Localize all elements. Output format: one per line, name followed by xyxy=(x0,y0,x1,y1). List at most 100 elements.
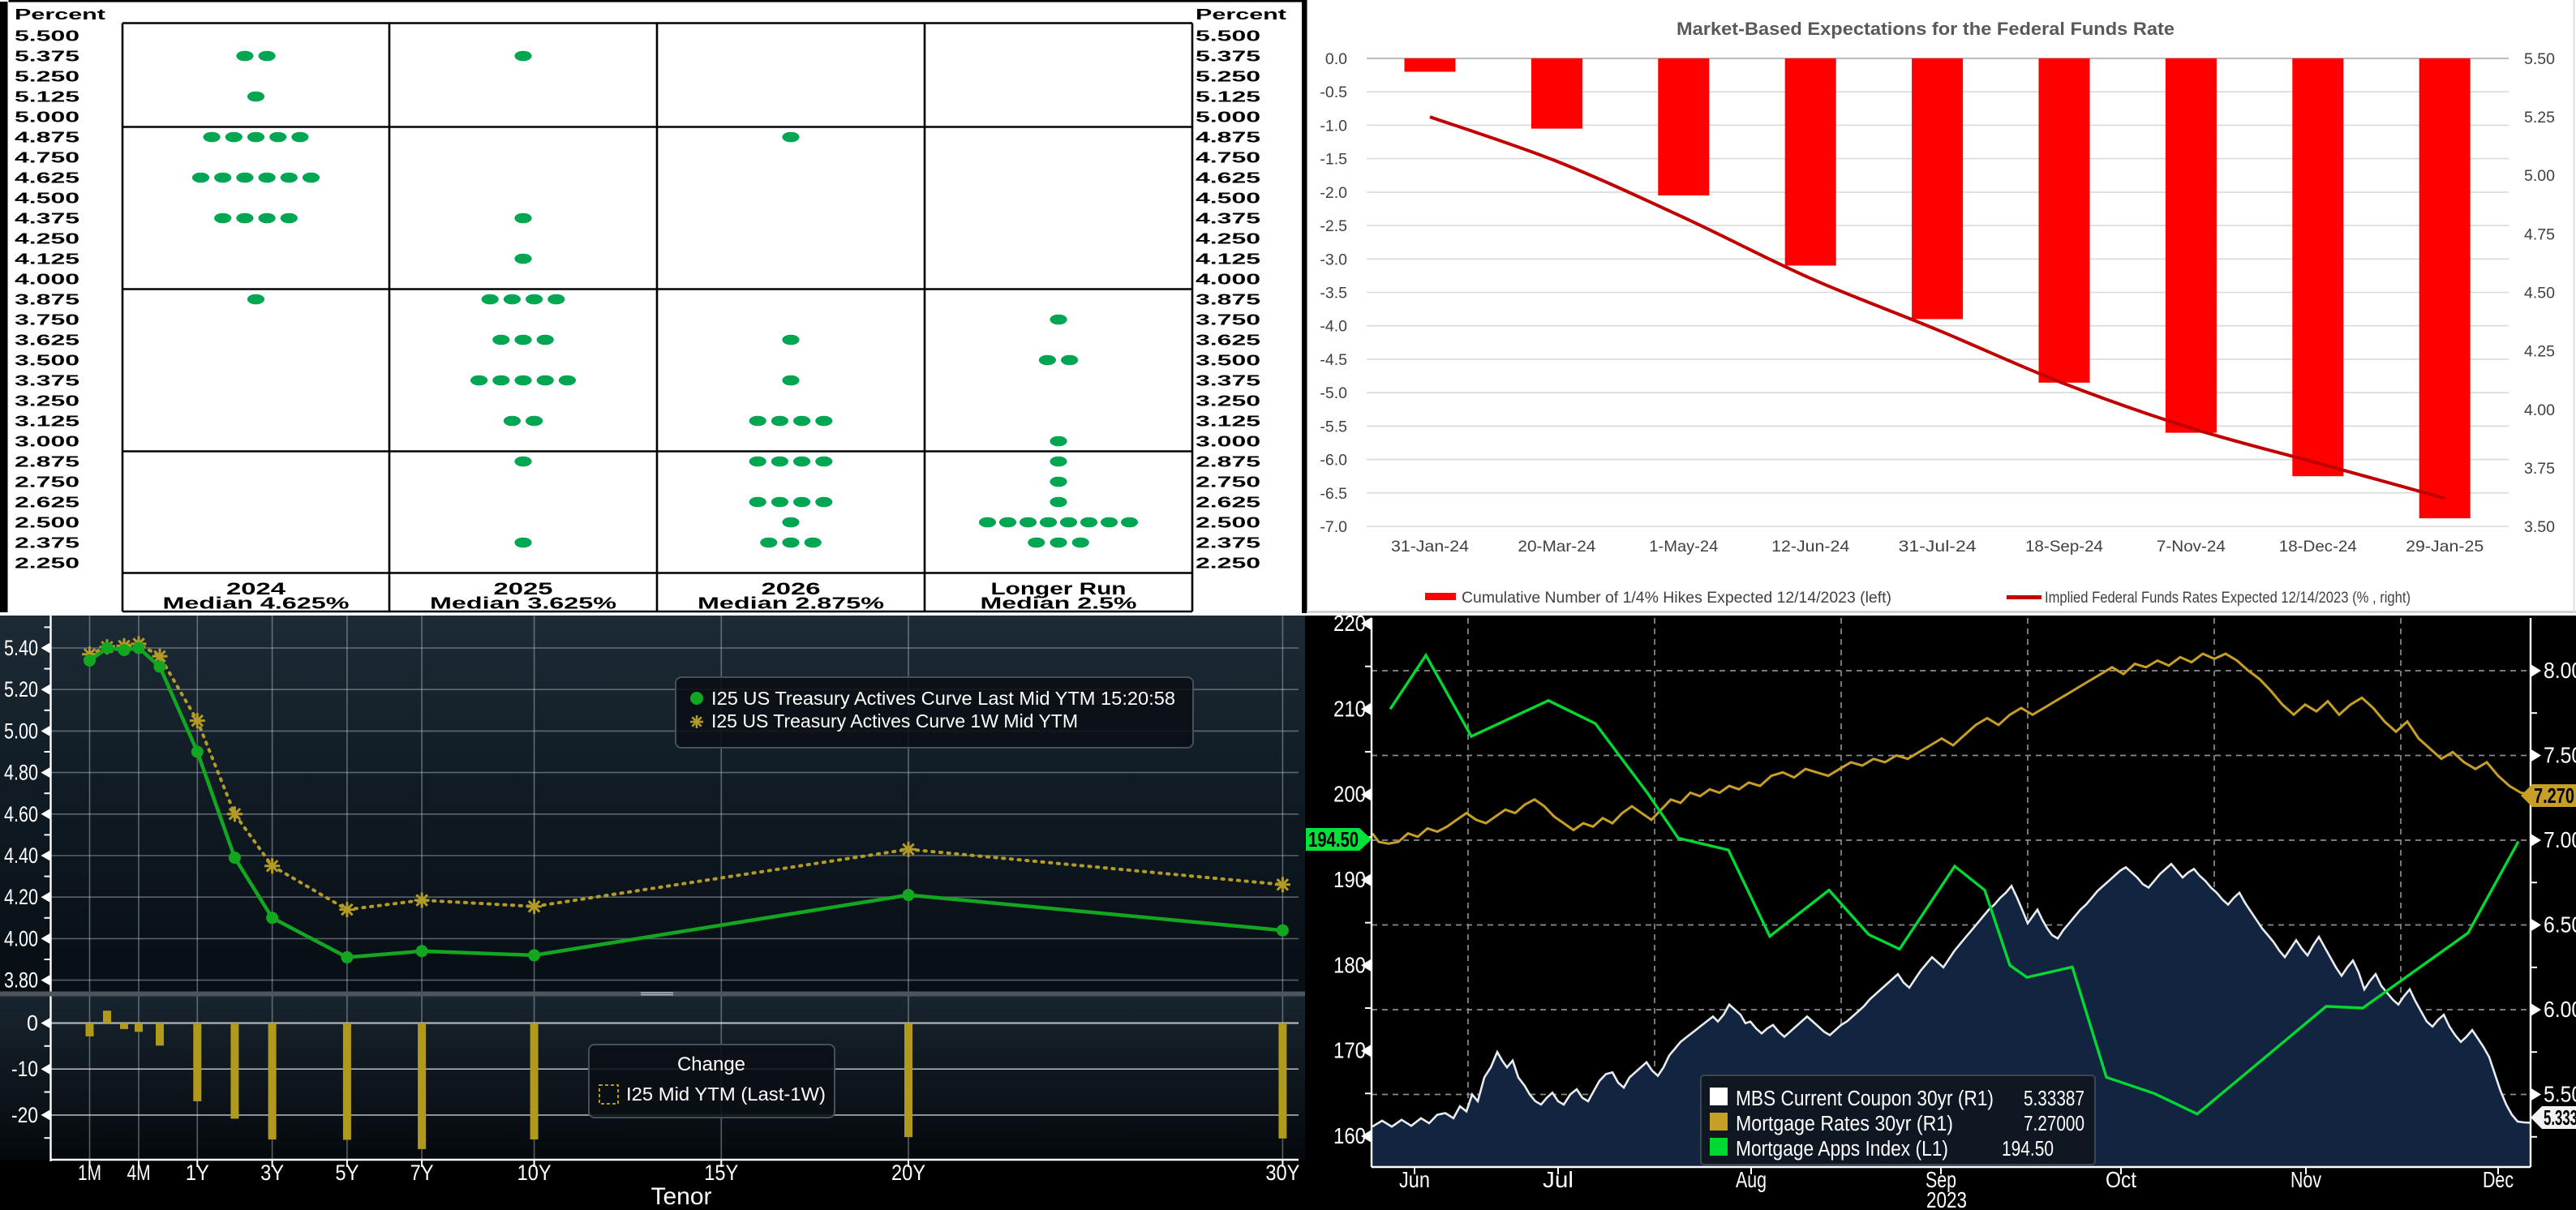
svg-text:4.750: 4.750 xyxy=(1196,149,1260,166)
svg-text:3.250: 3.250 xyxy=(15,393,79,410)
svg-text:3.625: 3.625 xyxy=(15,332,79,349)
svg-text:3.75: 3.75 xyxy=(2524,460,2555,478)
svg-text:7Y: 7Y xyxy=(410,1161,434,1185)
svg-text:4.000: 4.000 xyxy=(15,271,79,288)
svg-text:4.75: 4.75 xyxy=(2524,225,2555,243)
svg-text:5Y: 5Y xyxy=(335,1161,358,1185)
svg-text:-5.5: -5.5 xyxy=(1320,418,1347,436)
svg-text:5.500: 5.500 xyxy=(15,28,79,45)
svg-text:Nov: Nov xyxy=(2290,1167,2321,1192)
svg-text:3.750: 3.750 xyxy=(1196,311,1260,328)
svg-text:2026: 2026 xyxy=(762,580,821,599)
svg-text:4.875: 4.875 xyxy=(1196,129,1260,146)
svg-text:0: 0 xyxy=(27,1011,38,1036)
svg-text:8.000: 8.000 xyxy=(2544,658,2576,683)
svg-text:5.500: 5.500 xyxy=(2544,1082,2576,1107)
svg-text:3.50: 3.50 xyxy=(2524,518,2555,536)
svg-text:5.00: 5.00 xyxy=(4,719,38,743)
svg-text:3.125: 3.125 xyxy=(15,413,79,430)
svg-text:6.000: 6.000 xyxy=(2544,997,2576,1022)
svg-text:-3.5: -3.5 xyxy=(1320,285,1347,302)
svg-text:3.750: 3.750 xyxy=(15,311,79,328)
svg-text:-1.0: -1.0 xyxy=(1320,117,1347,135)
svg-text:31-Jan-24: 31-Jan-24 xyxy=(1391,538,1469,556)
svg-text:220: 220 xyxy=(1333,611,1366,636)
svg-text:3.500: 3.500 xyxy=(1196,352,1260,369)
svg-text:4.000: 4.000 xyxy=(1196,271,1260,288)
svg-text:4.250: 4.250 xyxy=(15,230,79,247)
svg-text:4.125: 4.125 xyxy=(15,251,79,268)
svg-text:210: 210 xyxy=(1333,696,1366,721)
svg-text:Median 3.625%: Median 3.625% xyxy=(430,595,616,613)
svg-text:2.375: 2.375 xyxy=(1196,534,1260,551)
svg-text:5.250: 5.250 xyxy=(1196,68,1260,85)
svg-text:20-Mar-24: 20-Mar-24 xyxy=(1518,538,1595,556)
svg-text:4.40: 4.40 xyxy=(4,843,38,868)
svg-text:180: 180 xyxy=(1333,952,1366,977)
svg-text:Jul: Jul xyxy=(1543,1167,1574,1192)
svg-text:7.27000: 7.27000 xyxy=(2024,1113,2084,1135)
svg-text:2024: 2024 xyxy=(226,580,286,599)
svg-text:-4.0: -4.0 xyxy=(1320,318,1347,336)
svg-text:I25 US Treasury Actives Curve: I25 US Treasury Actives Curve Last Mid Y… xyxy=(711,688,1175,709)
svg-text:-0.5: -0.5 xyxy=(1320,84,1347,101)
svg-text:-2.0: -2.0 xyxy=(1320,184,1347,202)
svg-text:3Y: 3Y xyxy=(260,1161,284,1185)
svg-text:2.500: 2.500 xyxy=(1196,514,1260,531)
svg-text:4.375: 4.375 xyxy=(15,210,79,227)
svg-text:Mortgage Apps Index (L1): Mortgage Apps Index (L1) xyxy=(1736,1138,1948,1161)
svg-text:Jun: Jun xyxy=(1399,1167,1430,1192)
svg-text:3.500: 3.500 xyxy=(15,352,79,369)
svg-text:2.250: 2.250 xyxy=(15,555,79,572)
svg-text:18-Dec-24: 18-Dec-24 xyxy=(2279,538,2357,556)
svg-text:2.500: 2.500 xyxy=(15,514,79,531)
svg-text:Tenor: Tenor xyxy=(650,1183,711,1210)
svg-text:7.270: 7.270 xyxy=(2534,783,2574,808)
svg-text:4.50: 4.50 xyxy=(2524,285,2555,302)
svg-text:Dec: Dec xyxy=(2483,1167,2514,1192)
svg-text:4.750: 4.750 xyxy=(15,149,79,166)
svg-text:-7.0: -7.0 xyxy=(1320,518,1347,536)
svg-text:2.250: 2.250 xyxy=(1196,555,1260,572)
svg-text:3.000: 3.000 xyxy=(1196,433,1260,450)
svg-text:-4.5: -4.5 xyxy=(1320,351,1347,369)
svg-text:Mortgage Rates 30yr (R1): Mortgage Rates 30yr (R1) xyxy=(1736,1113,1953,1135)
svg-text:4.00: 4.00 xyxy=(2524,401,2555,419)
svg-text:Change: Change xyxy=(677,1053,745,1075)
svg-text:15Y: 15Y xyxy=(704,1161,738,1185)
svg-text:31-Jul-24: 31-Jul-24 xyxy=(1899,538,1977,556)
svg-text:7.000: 7.000 xyxy=(2544,827,2576,852)
svg-text:Percent: Percent xyxy=(15,6,105,23)
svg-text:2025: 2025 xyxy=(494,580,553,599)
svg-text:Cumulative Number of 1/4% Hike: Cumulative Number of 1/4% Hikes Expected… xyxy=(1462,590,1891,607)
svg-text:30Y: 30Y xyxy=(1265,1161,1299,1185)
svg-text:Median 2.5%: Median 2.5% xyxy=(981,595,1137,613)
svg-text:5.375: 5.375 xyxy=(1196,48,1260,65)
svg-text:3.000: 3.000 xyxy=(15,433,79,450)
svg-text:5.125: 5.125 xyxy=(1196,88,1260,105)
svg-text:5.250: 5.250 xyxy=(15,68,79,85)
svg-text:4.500: 4.500 xyxy=(15,190,79,207)
svg-text:3.875: 3.875 xyxy=(1196,291,1260,308)
svg-text:MBS Current Coupon 30yr (R1): MBS Current Coupon 30yr (R1) xyxy=(1736,1088,1994,1110)
svg-text:3.375: 3.375 xyxy=(15,372,79,389)
svg-text:194.50: 194.50 xyxy=(1308,827,1359,852)
svg-text:3.375: 3.375 xyxy=(1196,372,1260,389)
svg-text:4.500: 4.500 xyxy=(1196,190,1260,207)
svg-text:5.000: 5.000 xyxy=(15,109,79,126)
svg-text:0.0: 0.0 xyxy=(1325,50,1347,68)
svg-text:160: 160 xyxy=(1333,1123,1366,1148)
svg-text:2.875: 2.875 xyxy=(15,453,79,470)
svg-text:5.375: 5.375 xyxy=(15,48,79,65)
svg-text:Median 2.875%: Median 2.875% xyxy=(698,595,884,613)
svg-text:4.20: 4.20 xyxy=(4,885,38,909)
svg-text:-6.5: -6.5 xyxy=(1320,485,1347,503)
svg-text:4.60: 4.60 xyxy=(4,802,38,826)
svg-text:-5.0: -5.0 xyxy=(1320,384,1347,402)
svg-text:2.375: 2.375 xyxy=(15,534,79,551)
svg-text:5.25: 5.25 xyxy=(2524,109,2555,127)
svg-text:2.750: 2.750 xyxy=(15,474,79,491)
svg-text:3.875: 3.875 xyxy=(15,291,79,308)
svg-text:-6.0: -6.0 xyxy=(1320,452,1347,470)
svg-text:4.125: 4.125 xyxy=(1196,251,1260,268)
